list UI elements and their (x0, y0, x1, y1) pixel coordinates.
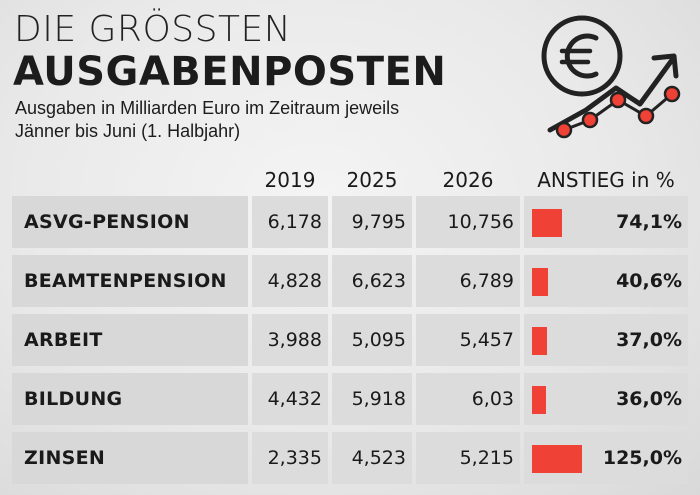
increase-cell: 36,0% (524, 373, 688, 425)
table-row: ASVG-PENSION 6,178 9,795 10,756 74,1% (12, 196, 688, 248)
increase-percent: 125,0% (602, 447, 682, 469)
value-2019: 2,335 (252, 432, 328, 484)
increase-cell: 37,0% (524, 314, 688, 366)
increase-bar (532, 327, 547, 355)
increase-cell: 125,0% (524, 432, 688, 484)
value-2019: 3,988 (252, 314, 328, 366)
subtitle-line-2: Jänner bis Juni (1. Halbjahr) (15, 121, 241, 141)
value-2019: 4,432 (252, 373, 328, 425)
subtitle-line-1: Ausgaben in Milliarden Euro im Zeitraum … (15, 98, 400, 118)
row-label: ZINSEN (12, 432, 248, 484)
value-2019: 4,828 (252, 255, 328, 307)
table-row: BEAMTENPENSION 4,828 6,623 6,789 40,6% (12, 255, 688, 307)
increase-percent: 74,1% (616, 211, 682, 233)
table-row: ARBEIT 3,988 5,095 5,457 37,0% (12, 314, 688, 366)
column-header-2019: 2019 (264, 168, 316, 192)
increase-cell: 74,1% (524, 196, 688, 248)
title-line-2: AUSGABENPOSTEN (13, 49, 447, 95)
subtitle: Ausgaben in Milliarden Euro im Zeitraum … (15, 97, 495, 143)
value-2026: 10,756 (416, 196, 520, 248)
value-2019: 6,178 (252, 196, 328, 248)
increase-bar (532, 386, 546, 414)
increase-cell: 40,6% (524, 255, 688, 307)
table-row: BILDUNG 4,432 5,918 6,03 36,0% (12, 373, 688, 425)
value-2026: 6,03 (416, 373, 520, 425)
value-2025: 5,095 (332, 314, 412, 366)
value-2026: 5,215 (416, 432, 520, 484)
value-2025: 4,523 (332, 432, 412, 484)
euro-growth-icon-svg (541, 15, 681, 139)
euro-growth-icon (540, 12, 690, 147)
row-label: ASVG-PENSION (12, 196, 248, 248)
increase-bar (532, 445, 582, 473)
increase-bar (532, 209, 562, 237)
table-row: ZINSEN 2,335 4,523 5,215 125,0% (12, 432, 688, 484)
value-2026: 6,789 (416, 255, 520, 307)
row-label: ARBEIT (12, 314, 248, 366)
value-2025: 5,918 (332, 373, 412, 425)
value-2025: 6,623 (332, 255, 412, 307)
title-line-1: DIE GRÖSSTEN (14, 9, 292, 50)
value-2026: 5,457 (416, 314, 520, 366)
column-header-2025: 2025 (346, 168, 398, 192)
increase-percent: 36,0% (616, 388, 682, 410)
increase-percent: 37,0% (616, 329, 682, 351)
increase-percent: 40,6% (616, 270, 682, 292)
value-2025: 9,795 (332, 196, 412, 248)
increase-bar (532, 268, 548, 296)
row-label: BILDUNG (12, 373, 248, 425)
column-header-2026: 2026 (442, 168, 494, 192)
row-label: BEAMTENPENSION (12, 255, 248, 307)
column-header-increase: ANSTIEG in % (537, 168, 675, 192)
